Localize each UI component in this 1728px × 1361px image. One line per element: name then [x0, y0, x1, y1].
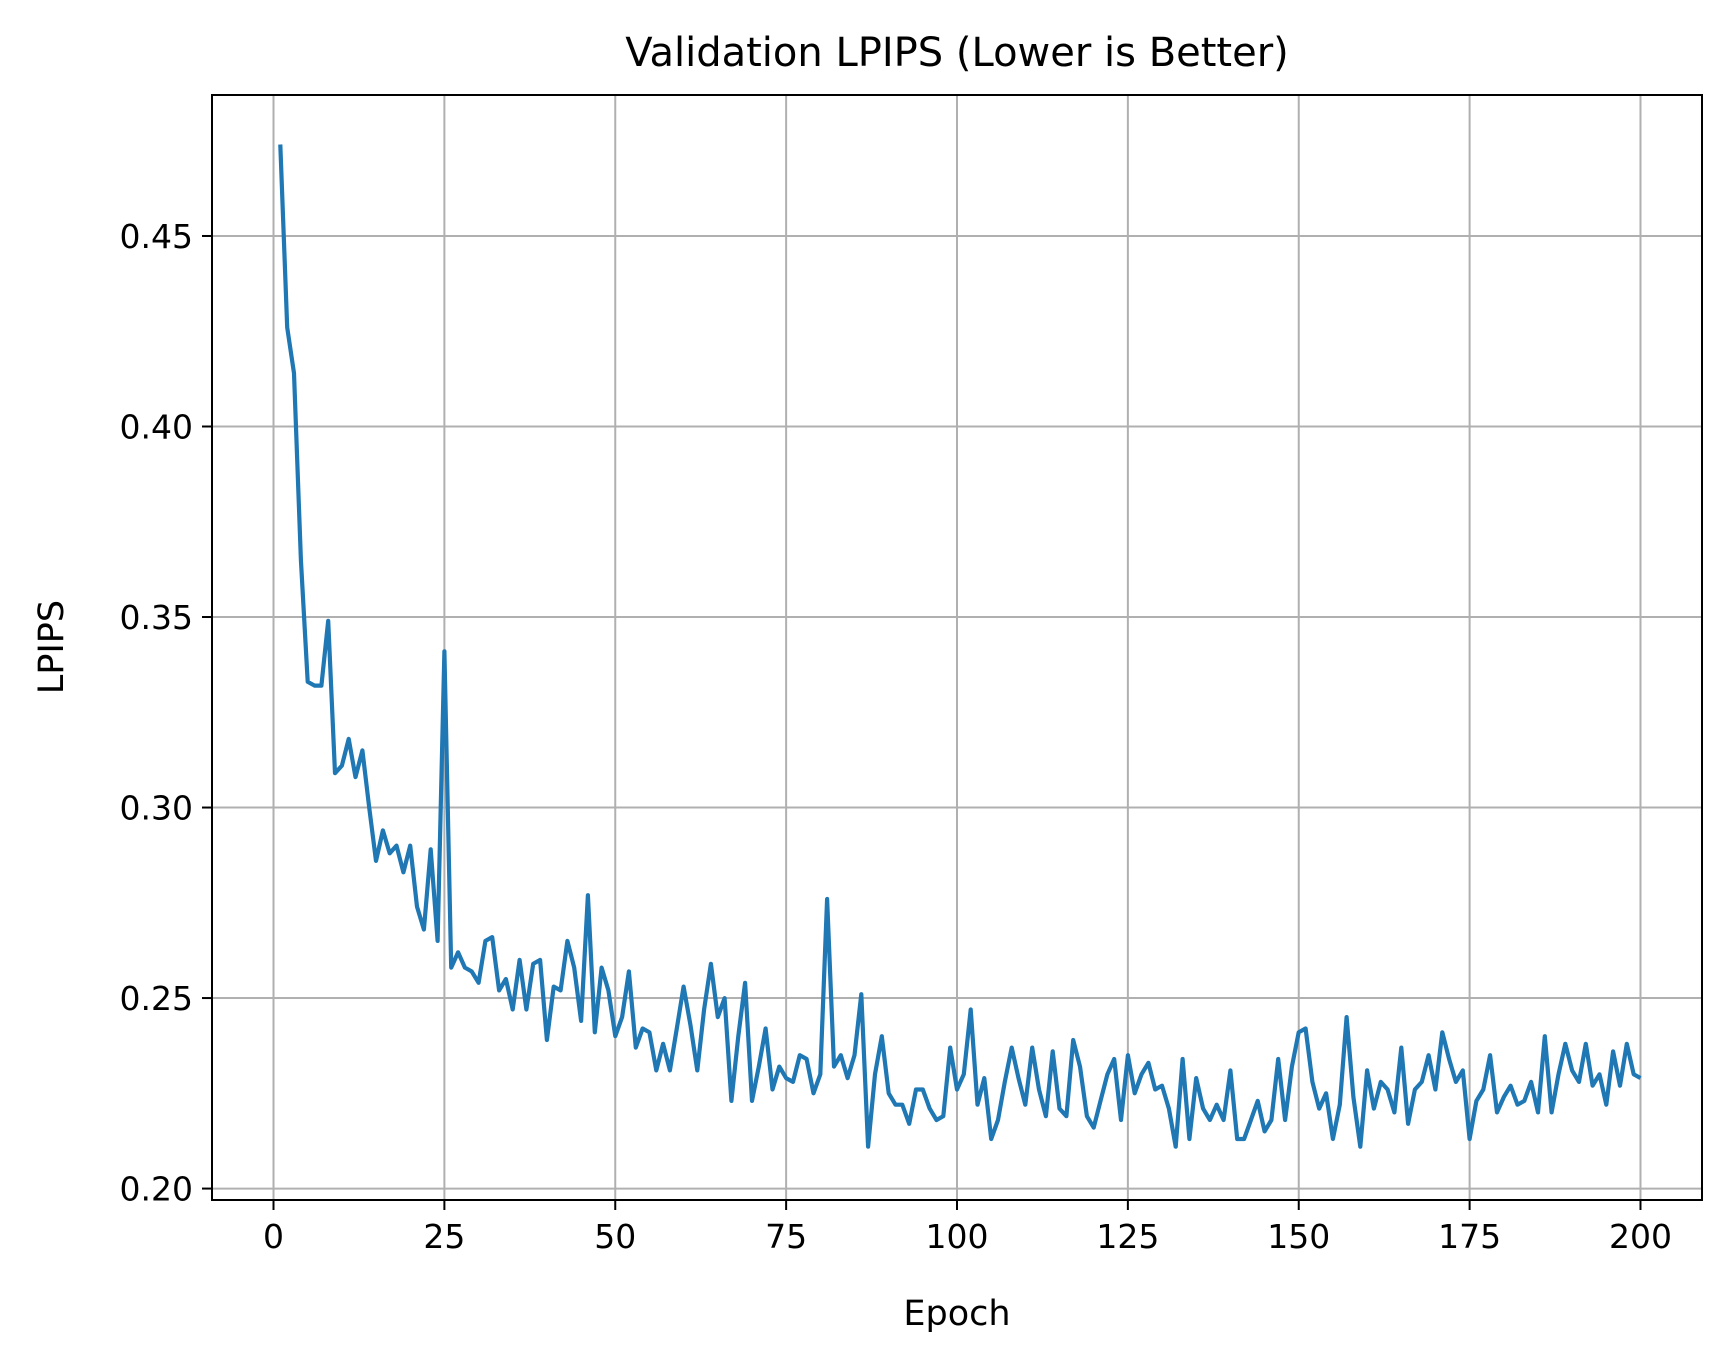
x-tick-label: 200: [1609, 1217, 1672, 1256]
y-axis-ticks: 0.20 0.25 0.30 0.35 0.40 0.45: [120, 217, 212, 1209]
y-axis-label: LPIPS: [32, 600, 72, 694]
y-tick-label: 0.20: [120, 1170, 193, 1209]
x-tick-label: 100: [926, 1217, 989, 1256]
y-tick-label: 0.25: [120, 979, 193, 1018]
y-tick-label: 0.30: [120, 789, 193, 828]
chart-title: Validation LPIPS (Lower is Better): [625, 30, 1289, 76]
y-tick-label: 0.35: [120, 598, 193, 637]
x-tick-label: 75: [765, 1217, 807, 1256]
y-tick-label: 0.45: [120, 217, 193, 256]
x-tick-label: 0: [263, 1217, 284, 1256]
grid-lines: [212, 95, 1702, 1200]
lpips-series-line: [278, 144, 1642, 1149]
x-axis-ticks: 0 25 50 75 100 125 150 175 200: [263, 1200, 1672, 1256]
x-axis-label: Epoch: [903, 1294, 1010, 1334]
y-tick-label: 0.40: [120, 408, 193, 447]
x-tick-label: 125: [1096, 1217, 1159, 1256]
x-tick-label: 50: [594, 1217, 636, 1256]
series-layer: [278, 144, 1642, 1149]
x-tick-label: 150: [1267, 1217, 1330, 1256]
x-tick-label: 25: [423, 1217, 465, 1256]
x-tick-label: 175: [1438, 1217, 1501, 1256]
